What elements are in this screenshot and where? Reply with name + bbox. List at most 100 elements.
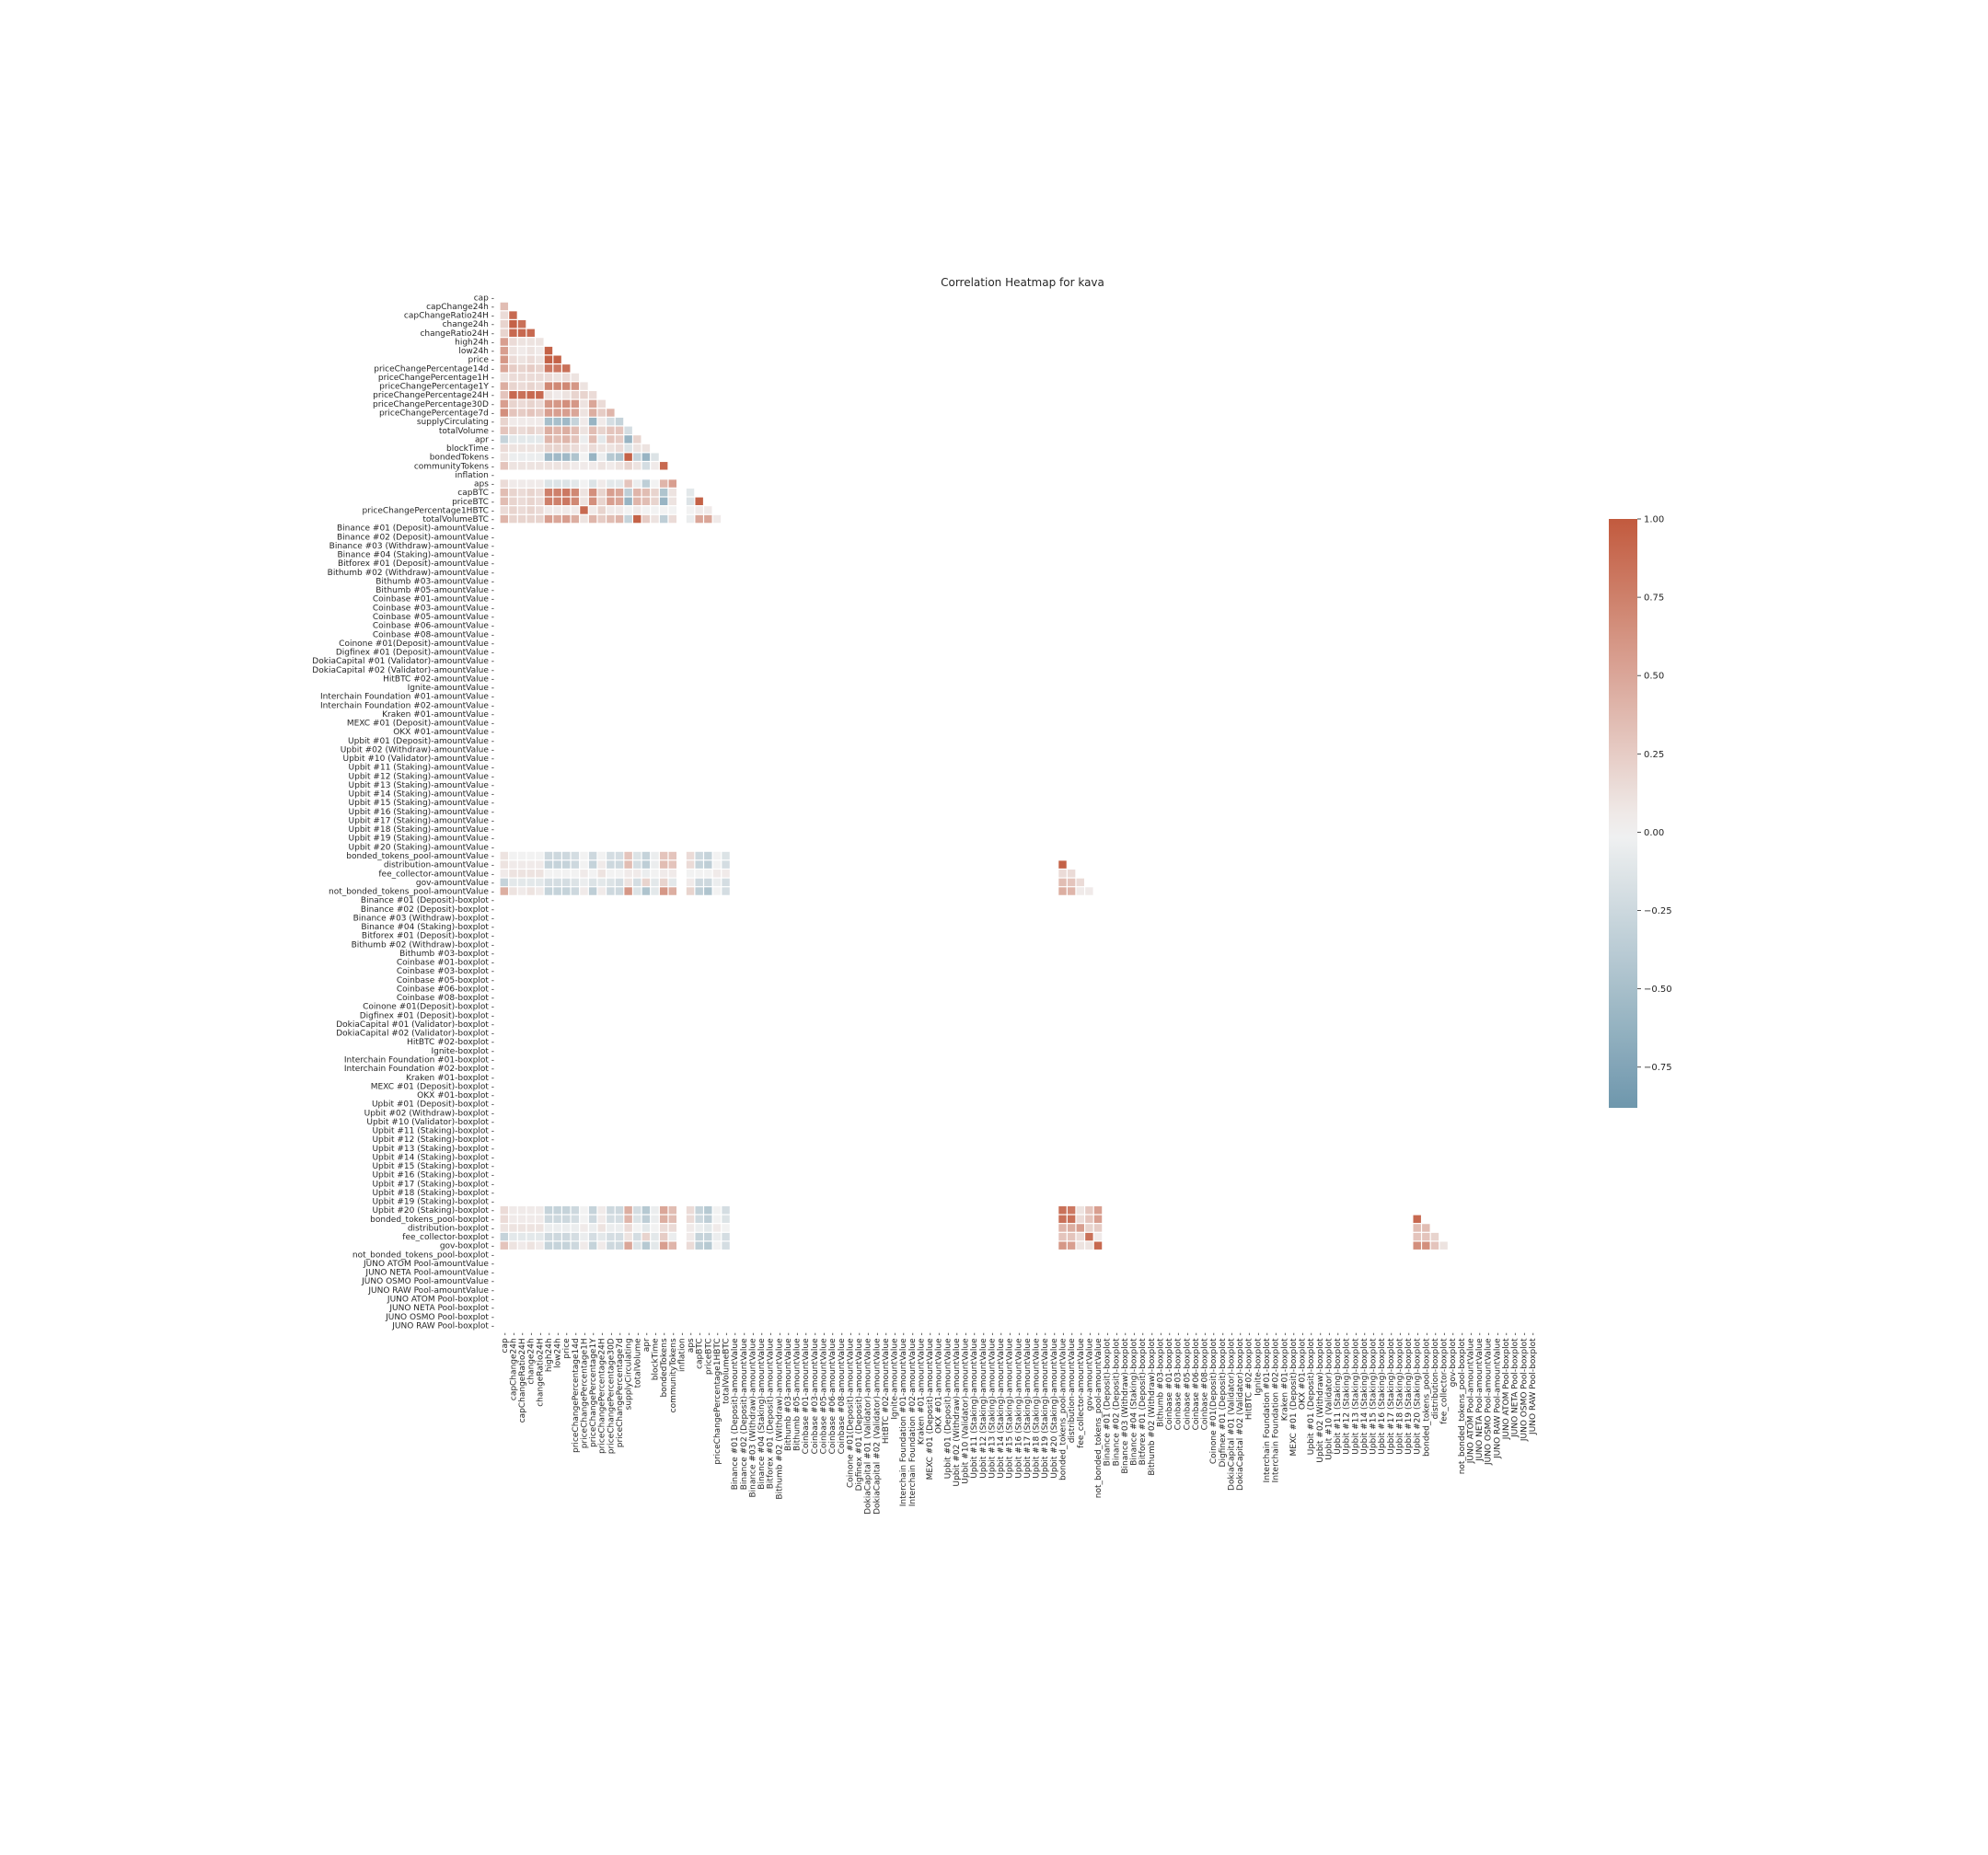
heatmap-cell [536, 399, 544, 409]
column-label: OKX #01-amountValue - [935, 1332, 944, 1434]
heatmap-cell [712, 870, 722, 878]
heatmap-cell [695, 851, 703, 860]
heatmap-cell [607, 453, 615, 461]
heatmap-cell [659, 488, 668, 497]
heatmap-cell [544, 851, 553, 860]
heatmap-cell [509, 435, 517, 444]
heatmap-cell [651, 851, 659, 860]
heatmap-cell [659, 1241, 668, 1250]
heatmap-cell [536, 1241, 544, 1250]
heatmap-cell [536, 1215, 544, 1224]
heatmap-cell [553, 453, 561, 461]
heatmap-cell [659, 514, 668, 524]
heatmap-cell [607, 497, 615, 506]
heatmap-cell [509, 1232, 517, 1241]
heatmap-cell [536, 409, 544, 417]
heatmap-cell [536, 860, 544, 869]
heatmap-cell [500, 1205, 509, 1215]
column-label: JUNO ATOM Pool-boxplot - [1502, 1332, 1511, 1440]
heatmap-cell [526, 1215, 535, 1224]
row-label: apr - [475, 435, 494, 444]
row-label: Binance #01 (Deposit)-amountValue - [337, 524, 494, 534]
column-label: bonded_tokens_pool-amountValue - [1059, 1332, 1069, 1481]
heatmap-cell [607, 444, 615, 453]
heatmap-cell [597, 870, 606, 878]
column-label: priceChangePercentage7d - [616, 1332, 625, 1447]
heatmap-cell [553, 435, 561, 444]
column-label: Upbit #18 (Staking)-amountValue - [1033, 1332, 1042, 1478]
heatmap-cell [615, 887, 624, 895]
column-label: cap - [501, 1332, 510, 1353]
column-label: Coinbase #01-amountValue - [802, 1332, 811, 1454]
row-label: JUNO NETA Pool-boxplot - [388, 1304, 494, 1313]
row-label: HitBTC #02-boxplot - [407, 1038, 494, 1047]
heatmap-cell [641, 488, 651, 497]
heatmap-cell [580, 488, 588, 497]
column-label: Coinbase #01-boxplot - [1165, 1332, 1174, 1430]
column-label: priceChangePercentage1H - [580, 1332, 589, 1448]
column-label: DokiaCapital #02 (Validator)-amountValue… [873, 1332, 882, 1515]
heatmap-cell [668, 479, 676, 488]
column-label: Binance #03 (Withdraw)-amountValue - [748, 1332, 757, 1497]
heatmap-cell [1076, 1232, 1084, 1241]
column-label: changeRatio24H - [536, 1332, 545, 1407]
heatmap-cell [536, 1224, 544, 1232]
row-label: DokiaCapital #02 (Validator)-boxplot - [336, 1030, 494, 1039]
heatmap-cell [641, 506, 651, 514]
heatmap-cell [651, 497, 659, 506]
row-label: Binance #02 (Deposit)-boxplot - [361, 905, 494, 915]
heatmap-cell [544, 373, 553, 382]
heatmap-cell [536, 453, 544, 461]
heatmap-cell [704, 1205, 712, 1215]
column-label: Upbit #13 (Staking)-boxplot - [1351, 1332, 1360, 1455]
column-label: priceChangePercentage24H - [598, 1332, 607, 1454]
heatmap-cell [1076, 878, 1084, 887]
row-label: Coinone #01(Deposit)-boxplot - [363, 1003, 494, 1012]
heatmap-cell [562, 364, 571, 373]
heatmap-cell [624, 497, 632, 506]
heatmap-cell [571, 1232, 580, 1241]
column-label: Upbit #14 (Staking)-amountValue - [997, 1332, 1006, 1478]
heatmap-cell [651, 506, 659, 514]
heatmap-cell [544, 878, 553, 887]
row-label: Kraken #01-boxplot - [406, 1074, 494, 1083]
heatmap-cell [659, 851, 668, 860]
colorbar-tick-label: 0.00 [1644, 828, 1664, 838]
heatmap-cell [712, 1215, 722, 1224]
heatmap-cell [615, 1205, 624, 1215]
row-label: Upbit #16 (Staking)-amountValue - [349, 808, 494, 817]
heatmap-cell [509, 870, 517, 878]
heatmap-cell [580, 435, 588, 444]
heatmap-cell [588, 1215, 597, 1224]
heatmap-cell [659, 1205, 668, 1215]
heatmap-cell [1058, 870, 1067, 878]
heatmap-cell [544, 514, 553, 524]
heatmap-cell [633, 514, 641, 524]
heatmap-cell [536, 346, 544, 355]
heatmap-cell [641, 870, 651, 878]
heatmap-cell [615, 514, 624, 524]
heatmap-cell [571, 444, 580, 453]
heatmap-cell [500, 514, 509, 524]
heatmap-cell [509, 346, 517, 355]
heatmap-cell [500, 1232, 509, 1241]
heatmap-cell [553, 382, 561, 390]
heatmap-cell [562, 851, 571, 860]
heatmap-cell [641, 514, 651, 524]
heatmap-cell [553, 878, 561, 887]
row-label: Binance #04 (Staking)-amountValue - [337, 551, 494, 560]
row-label: Upbit #13 (Staking)-amountValue - [349, 781, 494, 790]
column-label: gov-amountValue - [1085, 1332, 1094, 1411]
heatmap-cell [624, 1241, 632, 1250]
heatmap-cell [704, 506, 712, 514]
heatmap-cell [668, 514, 676, 524]
heatmap-cell [651, 1224, 659, 1232]
heatmap-cell [588, 462, 597, 470]
heatmap-cell [607, 426, 615, 434]
heatmap-cell [500, 328, 509, 338]
heatmap-cell [580, 1205, 588, 1215]
heatmap-cell [562, 497, 571, 506]
heatmap-cell [580, 462, 588, 470]
heatmap-cell [517, 373, 526, 382]
heatmap-cell [544, 1205, 553, 1215]
